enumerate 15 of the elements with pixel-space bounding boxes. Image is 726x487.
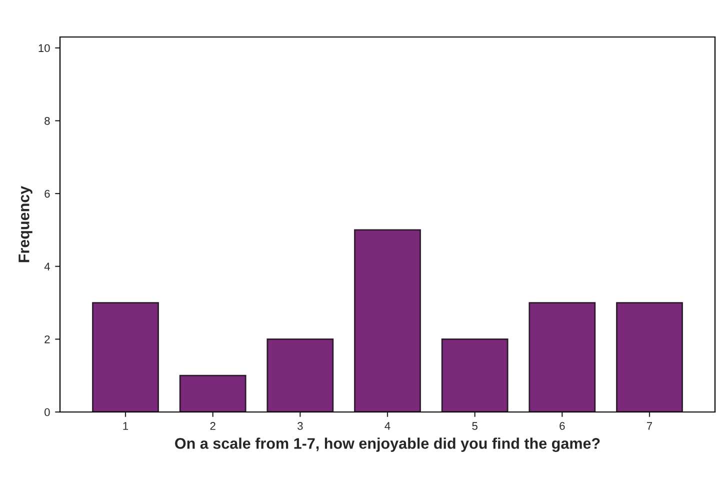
x-tick-label: 2 bbox=[210, 422, 216, 430]
y-tick-label: 10 bbox=[38, 44, 50, 52]
y-axis-title: Frequency bbox=[18, 186, 32, 262]
x-tick-label: 7 bbox=[646, 422, 652, 430]
y-tick-label: 4 bbox=[44, 262, 50, 270]
y-tick-label: 8 bbox=[44, 117, 50, 125]
x-axis-title: On a scale from 1-7, how enjoyable did you find the game? bbox=[175, 438, 600, 452]
x-tick-label: 3 bbox=[298, 422, 303, 430]
x-tick-label: 1 bbox=[123, 422, 128, 430]
y-tick-label: 2 bbox=[44, 335, 50, 344]
y-tick-label: 0 bbox=[44, 408, 50, 416]
y-tick-label: 6 bbox=[44, 190, 50, 198]
x-tick-label: 4 bbox=[384, 422, 390, 430]
x-tick-label: 6 bbox=[560, 422, 565, 430]
x-tick-label: 5 bbox=[472, 422, 478, 430]
